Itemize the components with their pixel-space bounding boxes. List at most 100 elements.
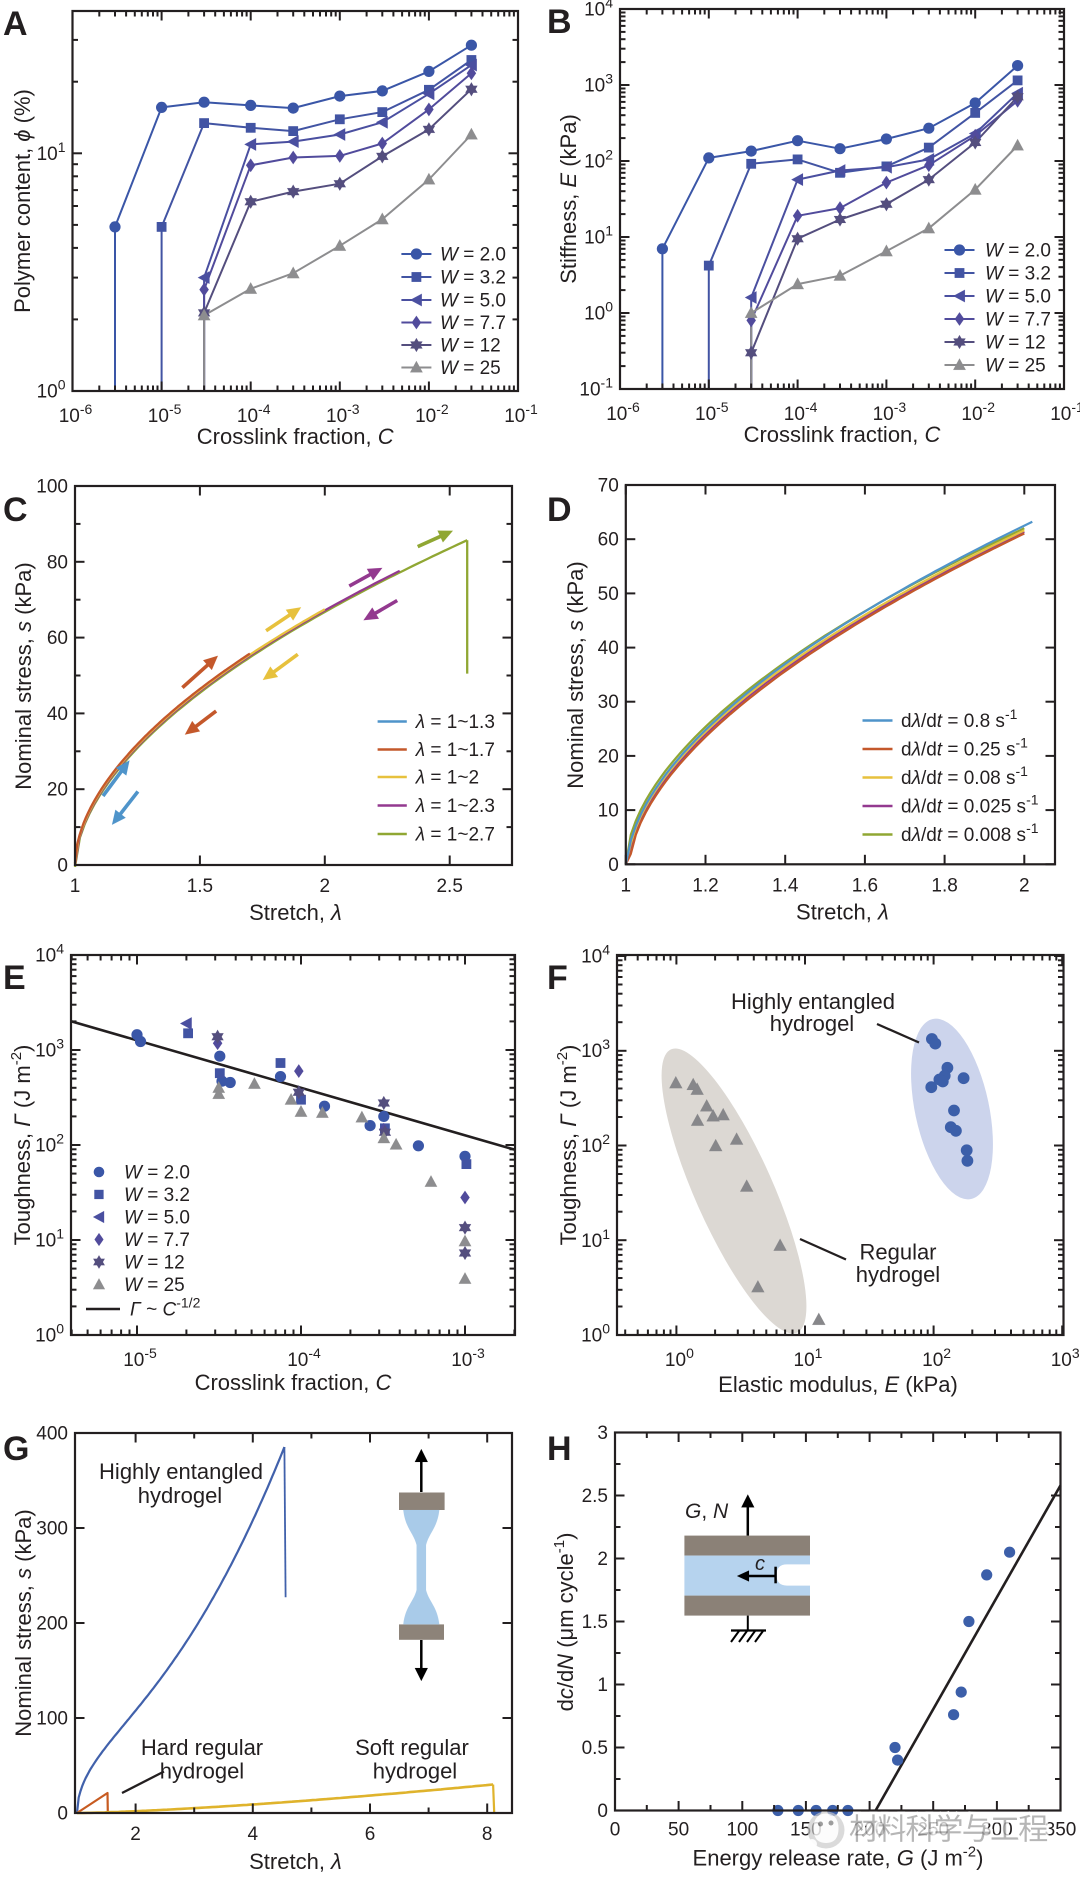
svg-text:10-5: 10-5	[123, 1345, 157, 1371]
svg-text:hydrogel: hydrogel	[856, 1262, 940, 1287]
svg-text:hydrogel: hydrogel	[373, 1759, 457, 1784]
svg-text:λ = 1~2.3: λ = 1~2.3	[415, 796, 495, 817]
svg-text:W = 3.2: W = 3.2	[440, 268, 506, 289]
svg-text:2.5: 2.5	[582, 1486, 608, 1507]
svg-text:0: 0	[597, 1801, 608, 1822]
svg-text:W = 12: W = 12	[985, 333, 1046, 354]
svg-text:Regular: Regular	[859, 1240, 936, 1265]
svg-text:10: 10	[598, 801, 619, 822]
svg-text:100: 100	[726, 1820, 758, 1841]
svg-text:80: 80	[47, 552, 68, 573]
svg-text:103: 103	[584, 71, 613, 97]
svg-text:Crosslink fraction, C: Crosslink fraction, C	[744, 422, 941, 447]
svg-text:400: 400	[36, 1424, 68, 1445]
svg-text:60: 60	[47, 628, 68, 649]
svg-text:10-1: 10-1	[579, 375, 613, 401]
svg-text:4: 4	[248, 1824, 259, 1845]
svg-text:30: 30	[598, 692, 619, 713]
svg-text:W = 3.2: W = 3.2	[124, 1185, 190, 1206]
svg-text:100: 100	[36, 1709, 68, 1730]
svg-text:Toughness, Γ (J m-2): Toughness, Γ (J m-2)	[554, 1045, 581, 1246]
svg-text:H: H	[547, 1430, 572, 1468]
svg-text:2.5: 2.5	[436, 876, 462, 897]
svg-text:A: A	[3, 5, 28, 43]
svg-text:20: 20	[598, 746, 619, 767]
svg-text:50: 50	[668, 1820, 689, 1841]
svg-text:W = 5.0: W = 5.0	[124, 1208, 190, 1229]
svg-text:0: 0	[57, 1804, 68, 1825]
svg-text:8: 8	[482, 1824, 493, 1845]
svg-text:hydrogel: hydrogel	[160, 1759, 244, 1784]
svg-text:dλ/dt = 0.025 s-1: dλ/dt = 0.025 s-1	[901, 792, 1039, 818]
svg-text:Elastic modulus, E (kPa): Elastic modulus, E (kPa)	[718, 1372, 958, 1397]
svg-text:dλ/dt = 0.25 s-1: dλ/dt = 0.25 s-1	[901, 735, 1028, 761]
svg-text:λ = 1~2.7: λ = 1~2.7	[415, 825, 495, 846]
svg-text:0.5: 0.5	[582, 1738, 608, 1759]
svg-text:D: D	[547, 491, 572, 529]
svg-text:G: G	[3, 1430, 29, 1468]
svg-text:Stretch, λ: Stretch, λ	[249, 1849, 342, 1874]
svg-text:0: 0	[57, 856, 68, 877]
svg-text:1: 1	[597, 1675, 608, 1696]
svg-text:70: 70	[598, 476, 619, 497]
svg-text:λ = 1~1.3: λ = 1~1.3	[415, 712, 495, 733]
svg-text:40: 40	[598, 638, 619, 659]
svg-text:Highly entangled: Highly entangled	[99, 1459, 263, 1484]
svg-text:10-4: 10-4	[237, 401, 271, 427]
svg-text:λ = 1~1.7: λ = 1~1.7	[415, 740, 495, 761]
svg-text:2: 2	[130, 1824, 141, 1845]
svg-text:2: 2	[320, 876, 331, 897]
svg-text:Highly entangled: Highly entangled	[731, 989, 895, 1014]
svg-text:Polymer content, ϕ (%): Polymer content, ϕ (%)	[10, 89, 35, 313]
svg-text:Crosslink fraction, C: Crosslink fraction, C	[197, 424, 394, 449]
svg-text:1.6: 1.6	[852, 875, 878, 896]
svg-text:3: 3	[597, 1423, 608, 1444]
svg-text:350: 350	[1045, 1820, 1077, 1841]
svg-text:W = 5.0: W = 5.0	[440, 291, 506, 312]
svg-text:100: 100	[36, 477, 68, 498]
svg-text:300: 300	[36, 1519, 68, 1540]
svg-text:F: F	[547, 959, 568, 997]
svg-text:50: 50	[598, 584, 619, 605]
svg-text:20: 20	[47, 780, 68, 801]
svg-text:hydrogel: hydrogel	[770, 1011, 854, 1036]
svg-text:dλ/dt = 0.008 s-1: dλ/dt = 0.008 s-1	[901, 820, 1039, 846]
svg-text:Soft regular: Soft regular	[355, 1735, 469, 1760]
svg-text:Hard regular: Hard regular	[141, 1735, 263, 1760]
svg-text:Energy release rate, G (J m-2): Energy release rate, G (J m-2)	[693, 1844, 984, 1871]
svg-text:0: 0	[608, 855, 619, 876]
svg-text:Stretch, λ: Stretch, λ	[249, 900, 342, 925]
svg-text:Stretch, λ: Stretch, λ	[796, 899, 889, 924]
svg-text:1.4: 1.4	[772, 875, 799, 896]
svg-text:2: 2	[597, 1549, 608, 1570]
svg-text:dλ/dt = 0.8 s-1: dλ/dt = 0.8 s-1	[901, 706, 1018, 732]
svg-text:1.5: 1.5	[582, 1612, 608, 1633]
svg-text:c: c	[755, 1553, 765, 1575]
svg-text:Stiffness, E (kPa): Stiffness, E (kPa)	[556, 114, 581, 284]
svg-text:B: B	[547, 3, 572, 41]
svg-text:Crosslink fraction, C: Crosslink fraction, C	[195, 1370, 392, 1395]
svg-text:40: 40	[47, 704, 68, 725]
svg-text:1.8: 1.8	[931, 875, 957, 896]
svg-text:W = 25: W = 25	[124, 1275, 185, 1296]
svg-text:W = 5.0: W = 5.0	[985, 287, 1051, 308]
svg-text:200: 200	[36, 1614, 68, 1635]
svg-text:2: 2	[1019, 875, 1030, 896]
svg-text:1.2: 1.2	[692, 875, 718, 896]
svg-text:W = 12: W = 12	[124, 1253, 185, 1274]
svg-text:Nominal stress, s (kPa): Nominal stress, s (kPa)	[11, 1509, 36, 1736]
svg-text:6: 6	[365, 1824, 376, 1845]
svg-text:W = 2.0: W = 2.0	[985, 241, 1051, 262]
svg-text:W = 25: W = 25	[985, 356, 1046, 377]
svg-text:λ = 1~2: λ = 1~2	[415, 768, 479, 789]
svg-text:Toughness, Γ (J m-2): Toughness, Γ (J m-2)	[8, 1045, 35, 1246]
svg-text:W = 3.2: W = 3.2	[985, 264, 1051, 285]
svg-text:60: 60	[598, 530, 619, 551]
svg-text:W = 2.0: W = 2.0	[124, 1163, 190, 1184]
svg-text:G, N: G, N	[685, 1500, 729, 1523]
svg-text:1: 1	[70, 876, 81, 897]
svg-text:W = 12: W = 12	[440, 336, 501, 357]
svg-text:Nominal stress, s (kPa): Nominal stress, s (kPa)	[11, 562, 36, 789]
svg-text:1.5: 1.5	[187, 876, 213, 897]
svg-text:W = 7.7: W = 7.7	[985, 310, 1051, 331]
